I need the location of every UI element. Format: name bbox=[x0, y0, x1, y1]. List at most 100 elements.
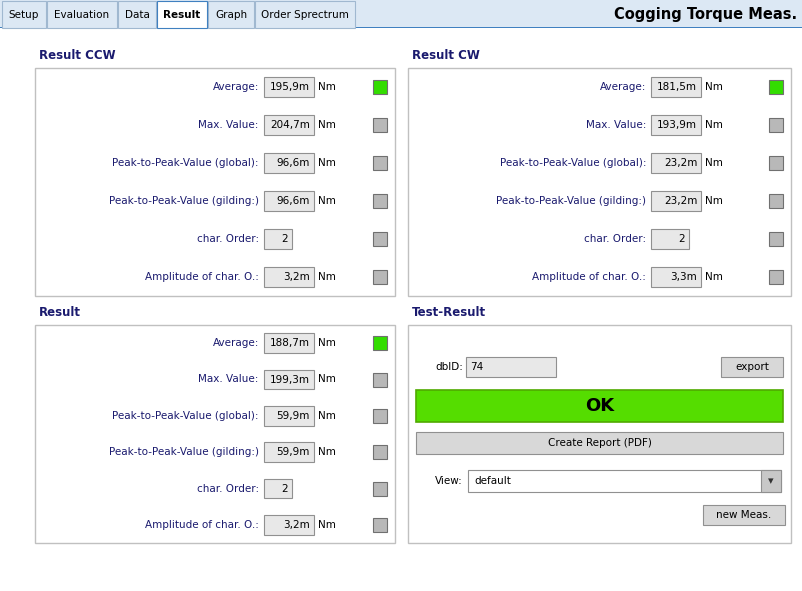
Bar bbox=[373, 445, 387, 459]
Bar bbox=[255, 1, 354, 28]
Text: 2: 2 bbox=[678, 234, 684, 244]
Bar bbox=[768, 156, 782, 170]
Bar bbox=[650, 190, 700, 212]
Bar bbox=[373, 372, 387, 387]
Text: default: default bbox=[473, 476, 510, 486]
Text: dbID:: dbID: bbox=[435, 362, 463, 372]
Bar bbox=[373, 518, 387, 532]
Bar bbox=[264, 229, 291, 249]
Bar bbox=[468, 470, 780, 492]
Text: Nm: Nm bbox=[704, 120, 723, 130]
Bar bbox=[373, 156, 387, 170]
Bar bbox=[264, 190, 314, 212]
Bar bbox=[650, 115, 700, 135]
Bar bbox=[157, 1, 207, 28]
Text: Data: Data bbox=[124, 9, 149, 20]
Text: ▾: ▾ bbox=[768, 476, 773, 486]
Bar bbox=[465, 357, 555, 377]
Text: 2: 2 bbox=[281, 483, 287, 493]
Text: 96,6m: 96,6m bbox=[276, 158, 310, 168]
Bar bbox=[373, 118, 387, 132]
Bar bbox=[373, 80, 387, 94]
Text: Peak-to-Peak-Value (gilding:): Peak-to-Peak-Value (gilding:) bbox=[108, 447, 258, 457]
Bar bbox=[264, 77, 314, 98]
Bar bbox=[407, 325, 790, 543]
Bar bbox=[415, 432, 782, 454]
Bar bbox=[35, 68, 395, 296]
Text: Setup: Setup bbox=[9, 9, 39, 20]
Text: 195,9m: 195,9m bbox=[269, 82, 310, 92]
Text: 3,2m: 3,2m bbox=[282, 272, 310, 282]
Text: Nm: Nm bbox=[318, 338, 335, 348]
Bar bbox=[264, 442, 314, 462]
Text: 199,3m: 199,3m bbox=[269, 375, 310, 385]
Text: Peak-to-Peak-Value (gilding:): Peak-to-Peak-Value (gilding:) bbox=[108, 196, 258, 206]
Text: Nm: Nm bbox=[704, 196, 723, 206]
Bar bbox=[760, 470, 780, 492]
Text: char. Order:: char. Order: bbox=[583, 234, 646, 244]
Text: Graph: Graph bbox=[215, 9, 247, 20]
Text: char. Order:: char. Order: bbox=[196, 234, 258, 244]
Bar bbox=[720, 357, 782, 377]
Bar bbox=[373, 270, 387, 284]
Text: new Meas.: new Meas. bbox=[715, 510, 771, 520]
Text: Order Sprectrum: Order Sprectrum bbox=[261, 9, 349, 20]
Bar bbox=[208, 1, 253, 28]
Text: Evaluation: Evaluation bbox=[55, 9, 109, 20]
Text: char. Order:: char. Order: bbox=[196, 483, 258, 493]
Bar bbox=[264, 115, 314, 135]
Bar bbox=[650, 77, 700, 98]
Bar bbox=[415, 390, 782, 422]
Text: export: export bbox=[734, 362, 768, 372]
Text: 3,2m: 3,2m bbox=[282, 520, 310, 530]
Text: Nm: Nm bbox=[318, 158, 335, 168]
Text: Cogging Torque Meas.: Cogging Torque Meas. bbox=[613, 7, 796, 21]
Text: Test-Result: Test-Result bbox=[411, 306, 485, 319]
Text: Average:: Average: bbox=[213, 338, 258, 348]
Bar bbox=[650, 229, 688, 249]
Text: Peak-to-Peak-Value (global):: Peak-to-Peak-Value (global): bbox=[112, 158, 258, 168]
Bar bbox=[264, 267, 314, 287]
Text: 193,9m: 193,9m bbox=[657, 120, 696, 130]
Bar bbox=[2, 1, 46, 28]
Text: Peak-to-Peak-Value (gilding:): Peak-to-Peak-Value (gilding:) bbox=[496, 196, 646, 206]
Bar bbox=[264, 333, 314, 353]
Text: Result CW: Result CW bbox=[411, 49, 480, 62]
Bar bbox=[373, 232, 387, 246]
Text: Create Report (PDF): Create Report (PDF) bbox=[547, 438, 650, 448]
Bar bbox=[768, 194, 782, 208]
Text: Result: Result bbox=[163, 9, 200, 20]
Text: 181,5m: 181,5m bbox=[657, 82, 696, 92]
Text: Nm: Nm bbox=[318, 411, 335, 421]
Text: Amplitude of char. O.:: Amplitude of char. O.: bbox=[144, 520, 258, 530]
Bar bbox=[768, 270, 782, 284]
Text: Nm: Nm bbox=[318, 272, 335, 282]
Bar bbox=[702, 505, 784, 525]
Text: Average:: Average: bbox=[599, 82, 646, 92]
Text: Peak-to-Peak-Value (global):: Peak-to-Peak-Value (global): bbox=[499, 158, 646, 168]
Text: Amplitude of char. O.:: Amplitude of char. O.: bbox=[532, 272, 646, 282]
Bar bbox=[264, 152, 314, 173]
Bar bbox=[768, 80, 782, 94]
Text: 59,9m: 59,9m bbox=[276, 447, 310, 457]
Bar bbox=[35, 325, 395, 543]
Bar bbox=[264, 515, 314, 535]
Text: Nm: Nm bbox=[318, 447, 335, 457]
Text: 188,7m: 188,7m bbox=[269, 338, 310, 348]
Text: Nm: Nm bbox=[318, 520, 335, 530]
Text: 2: 2 bbox=[281, 234, 287, 244]
Bar bbox=[373, 482, 387, 495]
Text: Average:: Average: bbox=[213, 82, 258, 92]
Bar bbox=[264, 369, 314, 389]
Text: Result CCW: Result CCW bbox=[39, 49, 115, 62]
Text: Nm: Nm bbox=[318, 196, 335, 206]
Bar bbox=[650, 152, 700, 173]
Bar bbox=[373, 194, 387, 208]
Bar bbox=[768, 118, 782, 132]
Bar bbox=[264, 479, 291, 498]
Bar bbox=[264, 406, 314, 426]
Text: 3,3m: 3,3m bbox=[670, 272, 696, 282]
Text: 23,2m: 23,2m bbox=[663, 196, 696, 206]
Text: Nm: Nm bbox=[318, 82, 335, 92]
Bar bbox=[118, 1, 156, 28]
